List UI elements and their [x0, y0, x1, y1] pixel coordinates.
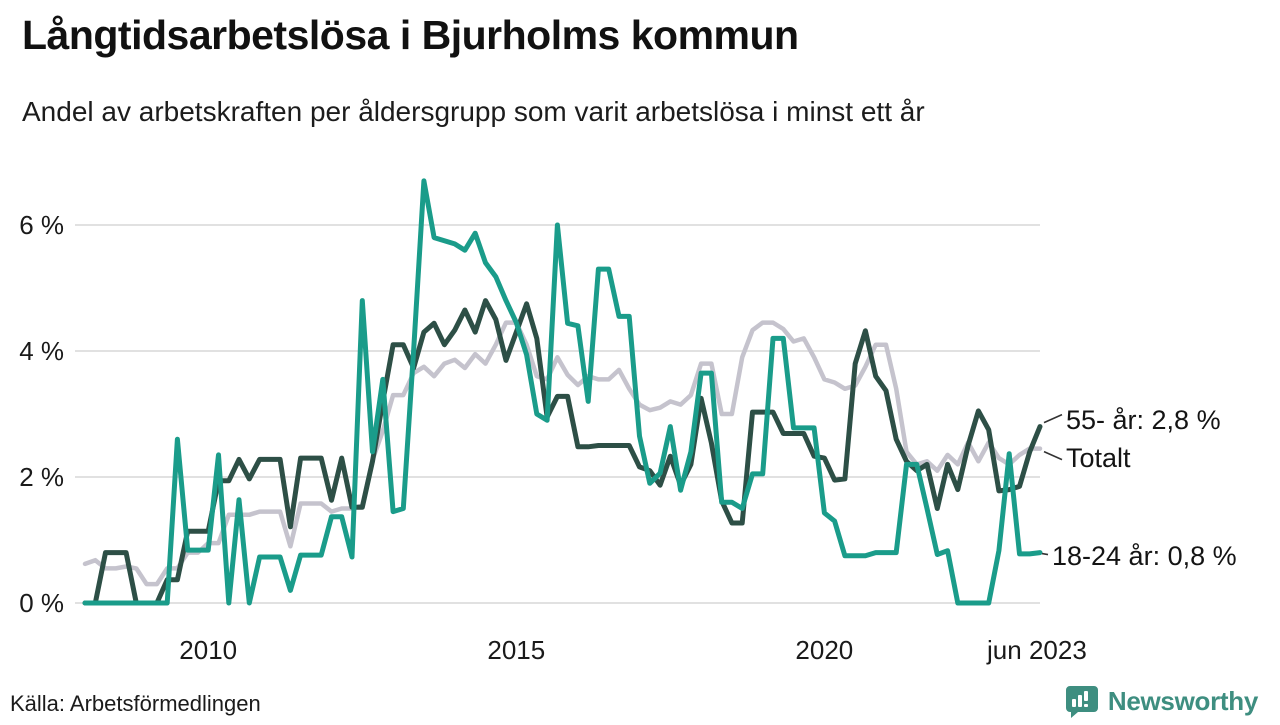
series-end-label-55-r: 55- år: 2,8 % — [1066, 404, 1221, 435]
y-tick-label: 4 % — [19, 336, 64, 366]
brand-logo: Newsworthy — [1065, 684, 1258, 718]
brand-name: Newsworthy — [1107, 685, 1258, 716]
label-leader-line — [1043, 413, 1063, 424]
y-tick-label: 2 % — [19, 462, 64, 492]
source-note: Källa: Arbetsförmedlingen — [10, 691, 261, 716]
series-end-label-18-24-r: 18-24 år: 0,8 % — [1052, 540, 1237, 571]
series-end-label-totalt: Totalt — [1066, 442, 1131, 473]
x-tick-label: 2015 — [487, 635, 546, 665]
y-tick-label: 6 % — [19, 210, 64, 240]
newsworthy-icon — [1065, 686, 1098, 718]
label-leader-line — [1043, 450, 1063, 461]
x-tick-label: 2020 — [795, 635, 854, 665]
page-title: Långtidsarbetslösa i Bjurholms kommun — [22, 12, 799, 58]
series-line — [82, 178, 1043, 606]
x-tick-label: jun 2023 — [987, 635, 1087, 665]
series-line — [82, 298, 1043, 606]
y-tick-label: 0 % — [19, 588, 64, 618]
x-tick-label: 2010 — [179, 635, 238, 665]
label-leader-line — [1041, 552, 1049, 556]
page-subtitle: Andel av arbetskraften per åldersgrupp s… — [22, 96, 925, 127]
series-line — [82, 320, 1043, 587]
